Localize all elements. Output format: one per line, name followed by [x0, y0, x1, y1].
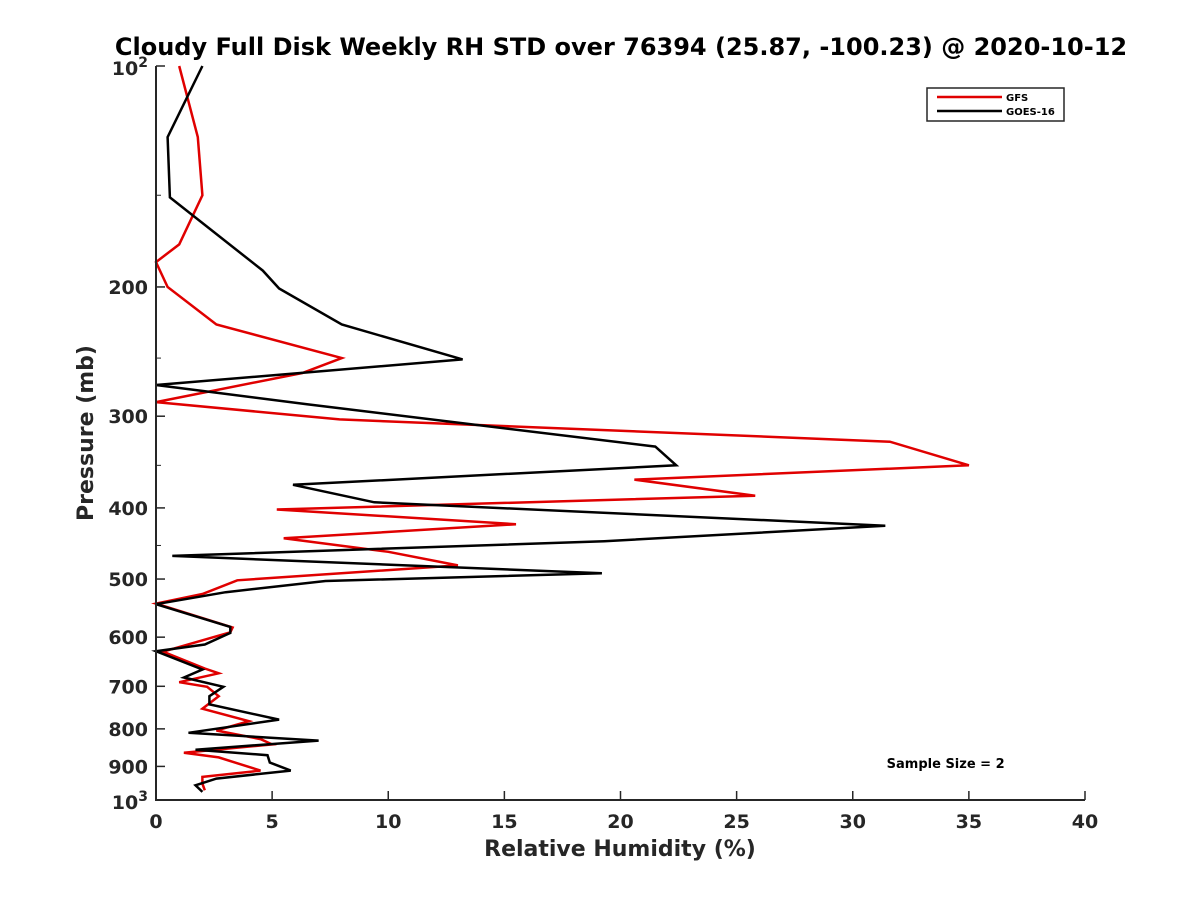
x-tick-label-15: 15 [491, 811, 517, 833]
x-axis-label: Relative Humidity (%) [484, 837, 756, 862]
y-tick-label-400: 400 [108, 498, 148, 520]
x-tick-label-40: 40 [1072, 811, 1098, 833]
y-tick-label-200: 200 [108, 277, 148, 299]
x-tick-label-30: 30 [840, 811, 866, 833]
x-tick-label-25: 25 [723, 811, 749, 833]
series-line-gfs [151, 65, 970, 791]
x-tick-label-35: 35 [956, 811, 982, 833]
x-tick-label-10: 10 [375, 811, 401, 833]
y-tick-label-300: 300 [108, 406, 148, 428]
x-tick-label-20: 20 [607, 811, 633, 833]
y-tick-label-1000: 103 [112, 789, 148, 814]
legend-label-goes16: GOES-16 [1006, 107, 1055, 118]
chart-title: Cloudy Full Disk Weekly RH STD over 7639… [115, 33, 1127, 61]
axes-layer: 0 5 10 15 20 25 30 35 40 102 200 300 400 500 600 700 800… [108, 55, 1098, 833]
legend: GFS GOES-16 [926, 87, 1065, 122]
y-tick-label-700: 700 [108, 676, 148, 698]
legend-label-gfs: GFS [1006, 93, 1028, 104]
y-tick-label-500: 500 [108, 569, 148, 591]
y-tick-label-600: 600 [108, 627, 148, 649]
y-tick-label-900: 900 [108, 756, 148, 778]
x-tick-label-5: 5 [266, 811, 279, 833]
y-tick-label-100: 102 [112, 55, 148, 80]
y-tick-label-800: 800 [108, 719, 148, 741]
x-tick-label-0: 0 [149, 811, 162, 833]
y-axis-label: Pressure (mb) [74, 345, 99, 521]
sample-size-annotation: Sample Size = 2 [887, 757, 1005, 772]
legend-box [926, 87, 1065, 122]
